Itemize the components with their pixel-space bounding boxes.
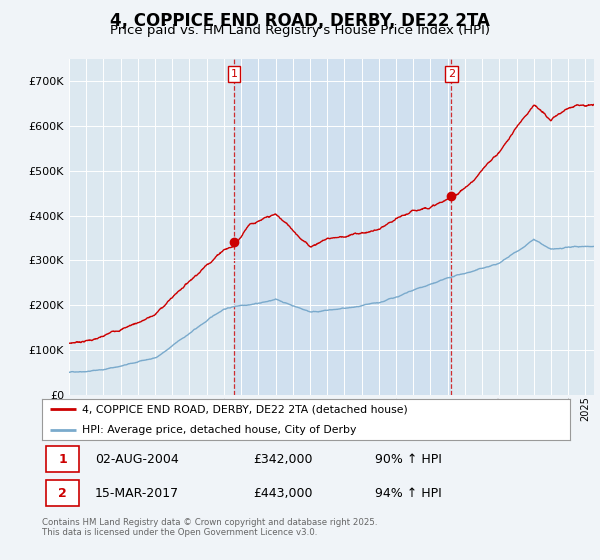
FancyBboxPatch shape [46, 480, 79, 506]
Text: £443,000: £443,000 [253, 487, 313, 500]
FancyBboxPatch shape [46, 446, 79, 472]
Text: 02-AUG-2004: 02-AUG-2004 [95, 452, 179, 465]
Text: 4, COPPICE END ROAD, DERBY, DE22 2TA (detached house): 4, COPPICE END ROAD, DERBY, DE22 2TA (de… [82, 404, 407, 414]
Text: 15-MAR-2017: 15-MAR-2017 [95, 487, 179, 500]
Text: 4, COPPICE END ROAD, DERBY, DE22 2TA: 4, COPPICE END ROAD, DERBY, DE22 2TA [110, 12, 490, 30]
Text: HPI: Average price, detached house, City of Derby: HPI: Average price, detached house, City… [82, 424, 356, 435]
Text: 2: 2 [448, 69, 455, 79]
Text: 94% ↑ HPI: 94% ↑ HPI [374, 487, 442, 500]
Text: 90% ↑ HPI: 90% ↑ HPI [374, 452, 442, 465]
Text: 2: 2 [58, 487, 67, 500]
Bar [234, 59, 451, 395]
Text: 1: 1 [58, 452, 67, 465]
Text: £342,000: £342,000 [253, 452, 313, 465]
Text: Price paid vs. HM Land Registry's House Price Index (HPI): Price paid vs. HM Land Registry's House … [110, 24, 490, 36]
Text: 1: 1 [230, 69, 238, 79]
Text: Contains HM Land Registry data © Crown copyright and database right 2025.
This d: Contains HM Land Registry data © Crown c… [42, 518, 377, 538]
